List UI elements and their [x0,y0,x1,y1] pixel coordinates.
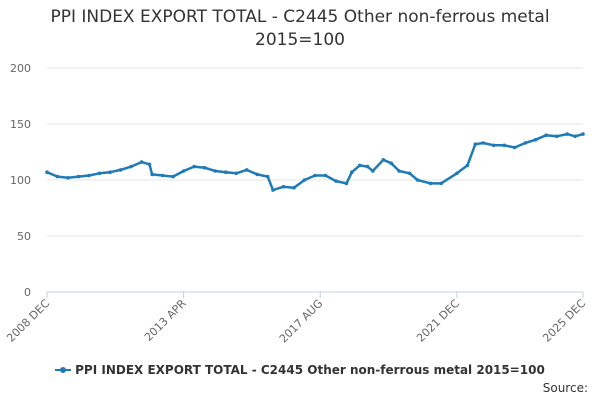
data-point[interactable] [76,174,81,179]
data-point[interactable] [533,137,538,142]
data-point[interactable] [523,141,527,145]
data-point[interactable] [265,174,270,179]
data-point[interactable] [455,171,459,176]
data-point[interactable] [302,178,307,182]
data-point[interactable] [415,178,420,182]
y-tick-label: 0 [24,286,31,299]
data-point[interactable] [181,169,186,173]
data-point[interactable] [244,168,249,172]
data-point[interactable] [465,163,470,168]
data-point[interactable] [428,181,433,186]
data-point[interactable] [323,173,328,178]
series-layer [45,132,585,192]
data-point[interactable] [129,164,133,169]
data-point[interactable] [45,170,49,174]
data-point[interactable] [357,163,362,168]
data-point[interactable] [202,165,207,170]
x-tick-label: 2017 AUG [277,297,326,346]
data-point[interactable] [350,170,354,174]
data-point[interactable] [397,169,401,173]
data-point[interactable] [581,132,585,136]
data-point[interactable] [255,172,259,177]
data-point[interactable] [381,158,386,162]
series-line[interactable] [45,132,585,192]
data-point[interactable] [192,164,196,169]
data-point[interactable] [281,184,286,189]
data-point[interactable] [147,162,152,167]
data-point[interactable] [55,174,60,179]
data-point[interactable] [439,181,443,186]
legend-marker-icon [55,366,72,373]
data-point[interactable] [171,174,175,179]
data-point[interactable] [87,173,91,178]
chart-title-line-2: 2015=100 [255,30,345,50]
x-tick-label: 2013 APR [142,297,189,344]
data-point[interactable] [389,161,394,165]
data-point[interactable] [502,143,507,148]
legend-label: PPI INDEX EXPORT TOTAL - C2445 Other non… [75,363,545,377]
data-point[interactable] [473,142,478,146]
data-point[interactable] [544,133,548,137]
x-axis [46,291,584,298]
data-point[interactable] [512,145,517,150]
legend[interactable]: PPI INDEX EXPORT TOTAL - C2445 Other non… [0,363,600,377]
chart-title-line-1: PPI INDEX EXPORT TOTAL - C2445 Other non… [50,7,550,27]
data-point[interactable] [160,173,165,178]
data-point[interactable] [150,172,154,177]
data-point[interactable] [365,164,370,169]
data-point[interactable] [344,181,349,186]
data-point[interactable] [292,186,296,190]
data-point[interactable] [118,168,123,172]
x-tick-label: 2025 DEC [540,297,588,345]
data-point[interactable] [565,132,569,136]
data-point[interactable] [407,171,412,176]
data-point[interactable] [481,141,486,145]
data-point[interactable] [213,169,217,173]
x-axis-labels: 2008 DEC 2013 APR 2017 AUG 2021 DEC 2025 DEC [4,297,588,346]
data-point[interactable] [271,188,275,192]
data-point[interactable] [491,143,496,148]
x-tick-label: 2021 DEC [414,297,462,345]
grid-lines [47,67,583,237]
y-tick-label: 200 [10,62,31,75]
data-point[interactable] [139,160,144,164]
y-axis-labels: 0 50 100 150 200 [10,62,31,299]
data-point[interactable] [334,179,338,183]
data-point[interactable] [371,169,375,173]
data-point[interactable] [97,171,102,176]
chart-title: PPI INDEX EXPORT TOTAL - C2445 Other non… [0,6,600,52]
source-label: Source: [542,381,588,395]
data-point[interactable] [108,170,112,174]
y-tick-label: 150 [10,118,31,131]
y-tick-label: 50 [17,230,31,243]
data-point[interactable] [234,171,238,176]
y-tick-label: 100 [10,174,31,187]
data-point[interactable] [313,173,317,178]
data-point[interactable] [66,176,70,180]
data-point[interactable] [573,134,577,139]
x-tick-label: 2008 DEC [4,297,52,345]
data-point[interactable] [223,170,228,174]
data-point[interactable] [554,134,559,139]
